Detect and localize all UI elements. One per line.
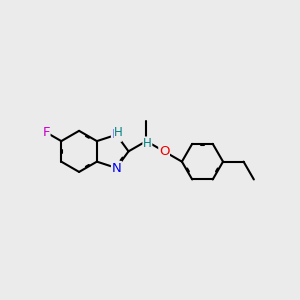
Text: O: O [159,145,169,158]
Text: H: H [143,137,152,150]
Text: H: H [114,126,123,139]
Text: N: N [112,128,121,141]
Text: N: N [112,161,121,175]
Text: F: F [42,126,50,139]
